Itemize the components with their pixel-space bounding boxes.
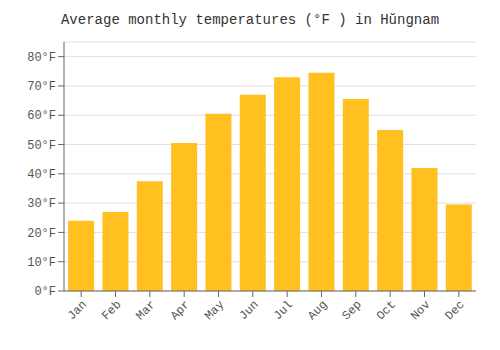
svg-text:Apr: Apr [168,298,193,323]
html-text:Average monthly temperatures (: Average monthly temperatures (°F ) in Hŭ… [61,12,439,28]
svg-text:0°F: 0°F [34,285,56,299]
svg-text:Jul: Jul [271,298,296,323]
svg-text:Jun: Jun [237,298,262,323]
svg-text:Nov: Nov [408,298,433,323]
svg-text:30°F: 30°F [27,197,56,211]
svg-text:May: May [202,298,227,323]
svg-text:40°F: 40°F [27,168,56,182]
svg-text:50°F: 50°F [27,139,56,153]
svg-text:Mar: Mar [134,298,159,323]
svg-text:20°F: 20°F [27,227,56,241]
svg-text:Oct: Oct [374,298,399,323]
svg-text:Dec: Dec [443,298,468,323]
svg-text:70°F: 70°F [27,80,56,94]
svg-text:Jan: Jan [65,298,90,323]
svg-text:Aug: Aug [305,298,330,323]
svg-text:80°F: 80°F [27,51,56,65]
svg-text:10°F: 10°F [27,256,56,270]
svg-text:Sep: Sep [340,298,365,323]
svg-text:60°F: 60°F [27,109,56,123]
svg-text:Feb: Feb [99,298,124,323]
